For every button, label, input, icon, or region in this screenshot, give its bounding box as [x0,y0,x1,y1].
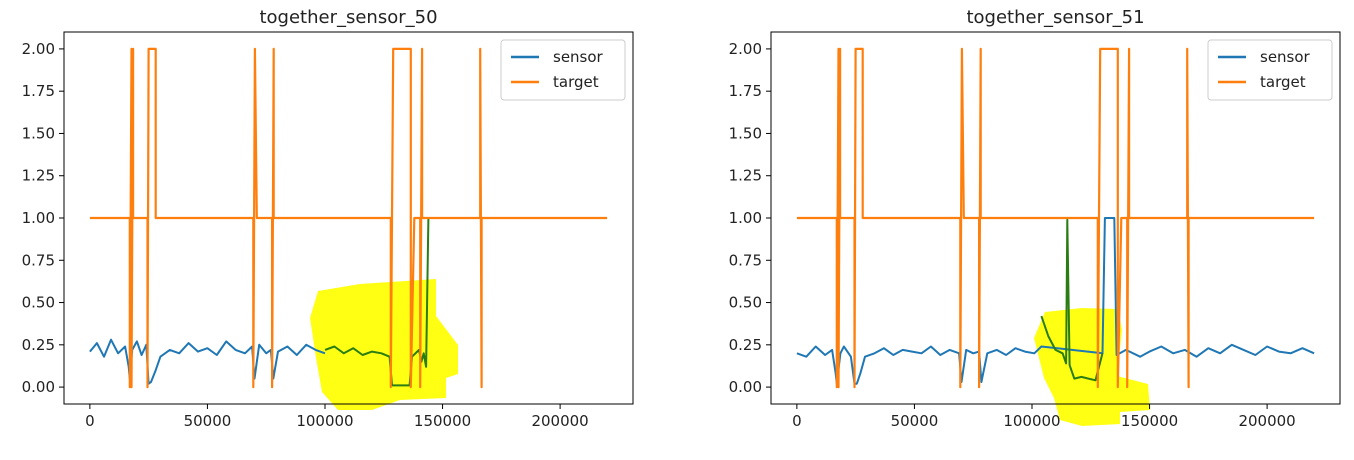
legend: sensor target [1207,39,1333,101]
y-tick-label: 1.00 [22,209,55,227]
chart-together-sensor-51: 0 50000 100000 150000 200000 0.00 0.25 0.50 0.75… [729,7,1341,430]
y-tick-label: 1.25 [22,167,55,185]
y-tick-label: 1.50 [22,124,55,142]
x-tick-label: 50000 [184,412,232,430]
legend-label-target: target [1260,73,1306,91]
x-tick-label: 0 [792,412,802,430]
series-target-line [89,47,608,389]
y-tick-label: 0.00 [729,378,762,396]
x-tick-label: 200000 [1238,412,1295,430]
y-tick-label: 1.75 [729,82,762,100]
plot-area [89,47,608,389]
y-tick-label: 1.25 [729,167,762,185]
series-highlight-line [1040,218,1104,382]
y-tick-label: 2.00 [22,40,55,58]
y-tick-label: 0.25 [22,336,55,354]
series-sensor-line [796,217,1315,385]
legend-label-target: target [553,73,599,91]
y-tick-label: 1.50 [729,124,762,142]
x-tick-label: 200000 [531,412,588,430]
series-highlight-line [324,217,430,387]
chart-together-sensor-50: 0 50000 100000 150000 200000 0.00 0.25 0.50 0.75… [22,7,634,430]
y-tick-label: 1.75 [22,82,55,100]
x-tick-label: 100000 [1003,412,1060,430]
legend-box [500,39,626,101]
x-tick-label: 150000 [414,412,471,430]
plot-area [796,47,1315,389]
y-tick-label: 2.00 [729,40,762,58]
y-tick-label: 0.75 [729,251,762,269]
series-target-line [796,47,1315,389]
chart-title: together_sensor_51 [966,7,1144,28]
series-sensor-line [89,338,326,385]
x-tick-label: 0 [85,412,95,430]
x-tick-label: 50000 [891,412,939,430]
y-tick-label: 0.50 [729,294,762,312]
y-tick-label: 0.25 [729,336,762,354]
y-tick-label: 1.00 [729,209,762,227]
highlight-marker [310,279,458,410]
legend-label-sensor: sensor [553,48,604,66]
highlight-marker [1034,308,1150,426]
x-tick-label: 100000 [296,412,353,430]
x-tick-label: 150000 [1121,412,1178,430]
legend-box [1207,39,1333,101]
y-tick-label: 0.50 [22,294,55,312]
y-tick-label: 0.75 [22,251,55,269]
y-tick-label: 0.00 [22,378,55,396]
legend-label-sensor: sensor [1260,48,1311,66]
chart-title: together_sensor_50 [259,7,437,28]
legend: sensor target [500,39,626,101]
